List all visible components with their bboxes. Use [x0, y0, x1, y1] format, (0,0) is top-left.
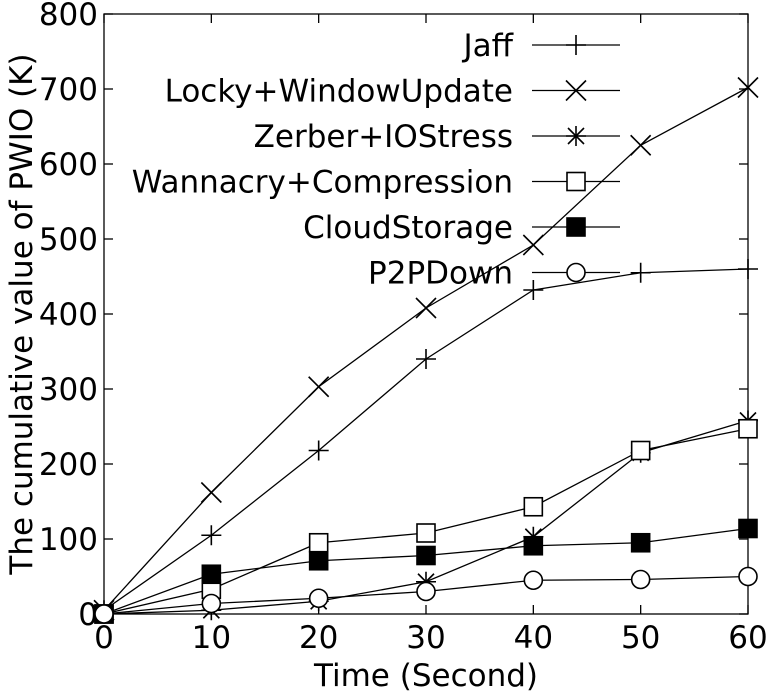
data-point	[737, 76, 759, 99]
legend-entry: P2PDown	[368, 256, 620, 292]
data-point	[523, 280, 544, 300]
data-point	[416, 545, 436, 566]
data-point	[416, 349, 436, 369]
data-point	[201, 525, 222, 546]
legend-entry: Zerber+IOStress	[254, 119, 620, 155]
x-tick-label: 10	[192, 620, 231, 656]
y-tick-label: 300	[39, 372, 98, 408]
legend-entry: Jaff	[462, 28, 620, 64]
legend-label: P2PDown	[368, 256, 513, 292]
data-point	[94, 604, 114, 624]
data-point	[523, 496, 544, 517]
legend: Jaff Locky+WindowUpdate Zerber+IOStress Wan…	[132, 28, 620, 292]
data-point	[308, 440, 329, 461]
y-tick-label: 800	[39, 0, 98, 33]
legend-marker	[566, 35, 586, 55]
legend-label: Locky+WindowUpdate	[165, 74, 513, 110]
x-tick-label: 40	[514, 620, 553, 656]
data-point	[522, 234, 544, 256]
series-0	[94, 259, 758, 621]
legend-entry: CloudStorage	[303, 210, 620, 246]
legend-label: Wannacry+Compression	[132, 165, 513, 201]
y-tick-label: 600	[39, 147, 98, 183]
y-tick-label: 700	[39, 72, 98, 108]
legend-entry: Wannacry+Compression	[132, 165, 620, 201]
x-tick-label: 30	[406, 620, 445, 656]
y-axis-title: The cumulative value of PWIO (K)	[4, 53, 40, 575]
legend-marker	[566, 262, 586, 283]
x-tick-label: 60	[728, 620, 767, 656]
legend-marker	[566, 171, 586, 192]
legend-label: Zerber+IOStress	[254, 119, 513, 155]
legend-label: CloudStorage	[303, 210, 513, 246]
data-point	[416, 581, 436, 602]
data-point	[201, 593, 222, 614]
data-point	[630, 569, 651, 590]
data-point	[738, 566, 758, 587]
x-axis-title: Time (Second)	[313, 658, 538, 694]
data-point	[308, 532, 329, 553]
series-5	[94, 566, 758, 624]
legend-entry: Locky+WindowUpdate	[165, 74, 620, 110]
legend-marker	[566, 217, 586, 237]
data-point	[415, 297, 437, 319]
data-point	[523, 535, 544, 556]
data-point	[523, 570, 544, 591]
data-point	[201, 564, 222, 585]
data-point	[630, 532, 651, 553]
series-1	[93, 76, 759, 621]
y-tick-label: 400	[39, 297, 98, 333]
x-tick-label: 0	[94, 620, 114, 656]
legend-marker	[566, 126, 586, 146]
data-point	[630, 134, 652, 156]
series-layer	[93, 76, 759, 624]
legend-label: Jaff	[462, 28, 514, 64]
x-tick-label: 20	[299, 620, 338, 656]
axis-ticks	[103, 13, 749, 615]
data-point	[200, 481, 222, 504]
data-point	[738, 518, 758, 539]
y-tick-label: 0	[78, 597, 98, 633]
data-point	[630, 440, 651, 461]
data-point	[308, 376, 330, 398]
legend-marker	[565, 79, 587, 102]
data-point	[308, 588, 329, 609]
data-point	[738, 418, 758, 439]
data-point	[416, 523, 436, 543]
x-tick-label: 50	[621, 620, 660, 656]
y-tick-label: 200	[39, 447, 98, 483]
data-point	[630, 262, 651, 283]
y-tick-label: 100	[39, 522, 98, 558]
y-tick-label: 500	[39, 222, 98, 258]
data-point	[738, 259, 758, 279]
data-point	[308, 550, 329, 571]
